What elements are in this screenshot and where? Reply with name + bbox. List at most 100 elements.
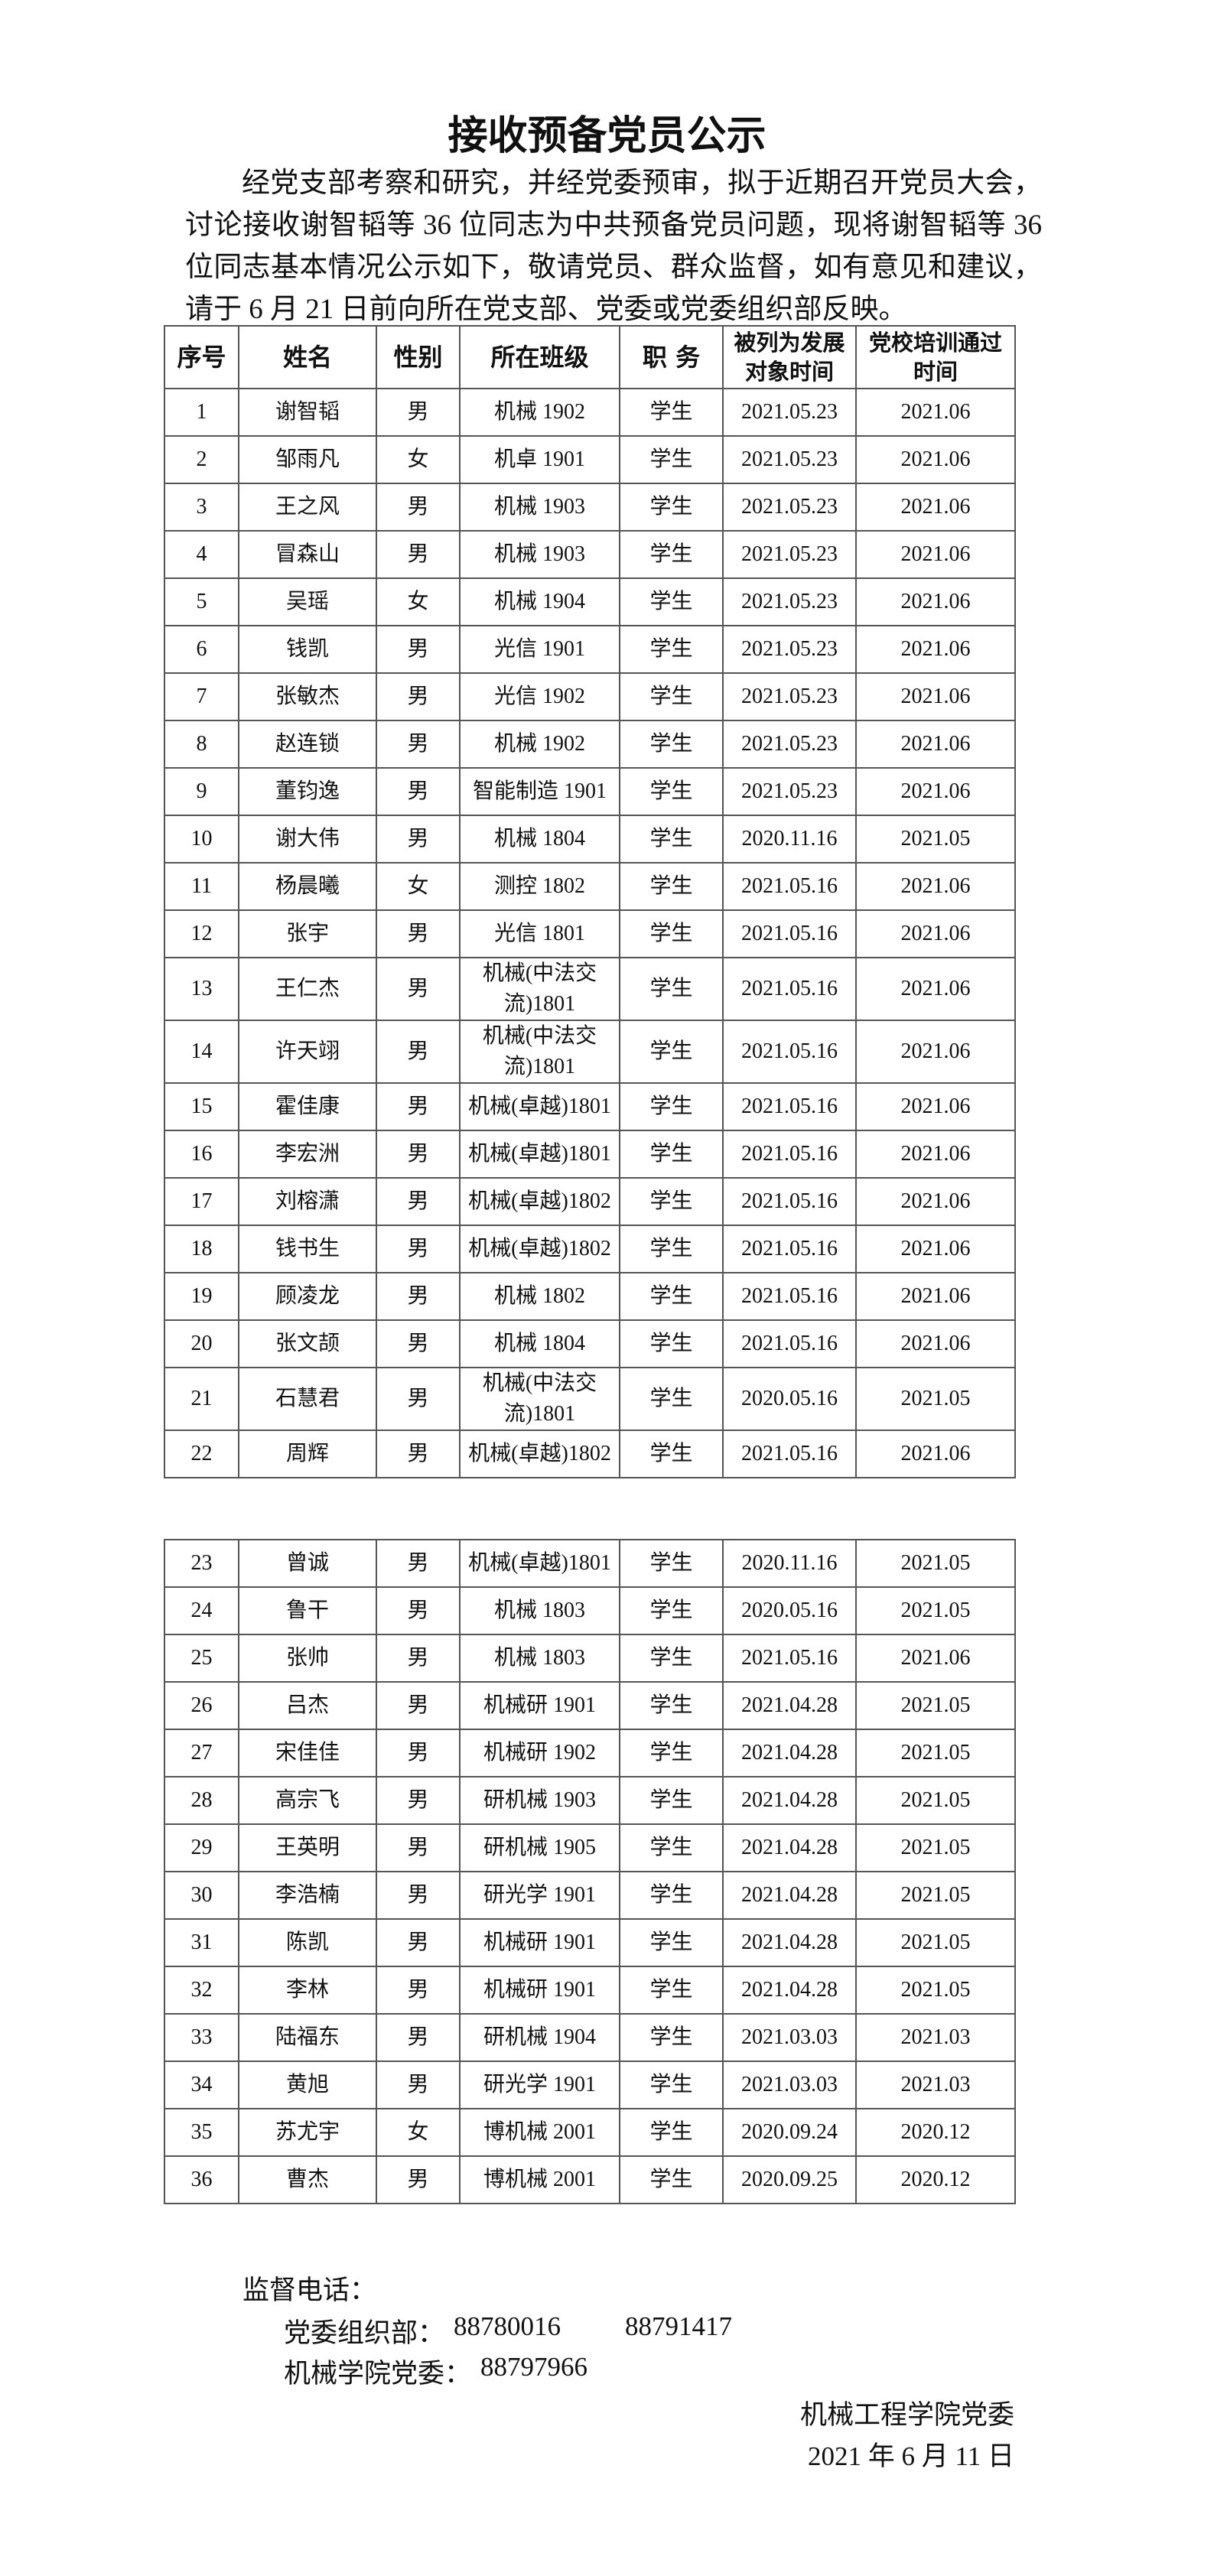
table-row: 22 周辉男机械(卓越)1802 学生 2021.05.16 2021.06: [164, 1429, 1016, 1478]
table-cell: 李浩楠: [238, 1871, 377, 1920]
table-cell: 机械 1902: [459, 720, 620, 769]
table-cell: 20: [164, 1319, 239, 1368]
table-cell: 李林: [238, 1966, 377, 2015]
table-cell: 2021.06: [855, 435, 1016, 484]
table-cell: 2021.05: [855, 1539, 1016, 1588]
table-cell: 18: [164, 1225, 239, 1273]
table-cell: 2021.05.16: [722, 1177, 857, 1226]
table-cell: 男: [376, 1634, 461, 1683]
table-cell: 2021.05.23: [722, 720, 857, 769]
table-cell: 曹杰: [238, 2155, 377, 2204]
table-cell: 男: [376, 1871, 461, 1920]
table-cell: 2021.06: [855, 767, 1016, 816]
table-cell: 2021.05: [855, 1681, 1016, 1730]
table-cell: 吕杰: [238, 1681, 377, 1730]
table-cell: 博机械 2001: [459, 2155, 620, 2204]
table-cell: 研光学 1901: [459, 2060, 620, 2109]
table-cell: 2021.03: [855, 2013, 1016, 2062]
table-cell: 机械 1803: [459, 1634, 620, 1683]
table-cell: 男: [376, 909, 461, 958]
table-cell: 2021.06: [855, 1634, 1016, 1683]
table-cell: 男: [376, 483, 461, 532]
table-row: 2 邹雨凡女机卓 1901 学生 2021.05.23 2021.06: [164, 435, 1016, 484]
table-row: 24 鲁干男机械 1803 学生 2020.05.16 2021.05: [164, 1586, 1016, 1635]
table-cell: 35: [164, 2108, 239, 2157]
table-row: 36 曹杰男博机械 2001 学生 2020.09.25 2020.12: [164, 2155, 1016, 2204]
table-cell: 研机械 1903: [459, 1776, 620, 1825]
table-cell: 2021.04.28: [722, 1729, 857, 1778]
table-row: 20 张文颉男机械 1804 学生 2021.05.16 2021.06: [164, 1319, 1016, 1368]
table-cell: 学生: [619, 2013, 724, 2062]
table-cell: 学生: [619, 1272, 724, 1321]
table-cell: 23: [164, 1539, 239, 1588]
table-cell: 机械 1804: [459, 815, 620, 864]
table-cell: 赵连锁: [238, 720, 377, 769]
table-cell: 2020.11.16: [722, 815, 857, 864]
table-cell: 36: [164, 2155, 239, 2204]
table-cell: 高宗飞: [238, 1776, 377, 1825]
table-cell: 杨晨曦: [238, 862, 377, 911]
table-cell: 2021.06: [855, 1082, 1016, 1131]
table-row: 4 冒森山男机械 1903 学生 2021.05.23 2021.06: [164, 530, 1016, 579]
table-cell: 22: [164, 1429, 239, 1478]
table-cell: 机械 1904: [459, 577, 620, 626]
table-cell: 2021.05: [855, 1367, 1016, 1431]
table-cell: 2020.09.24: [722, 2108, 857, 2157]
table-cell: 学生: [619, 1177, 724, 1226]
org-dept-label: 党委组织部：: [284, 2318, 445, 2348]
table-cell: 刘榕潇: [238, 1177, 377, 1226]
table-cell: 男: [376, 1177, 461, 1226]
header-cell: 党校培训通过时间: [855, 325, 1016, 389]
table-cell: 男: [376, 1225, 461, 1273]
table-cell: 学生: [619, 957, 724, 1021]
table-cell: 男: [376, 625, 461, 674]
table-cell: 学生: [619, 1225, 724, 1273]
table-cell: 男: [376, 1966, 461, 2015]
table-cell: 钱凯: [238, 625, 377, 674]
table-cell: 男: [376, 388, 461, 437]
table-cell: 男: [376, 2155, 461, 2204]
table-cell: 男: [376, 530, 461, 579]
table-cell: 机械(中法交流)1801: [459, 957, 620, 1021]
table-cell: 学生: [619, 1823, 724, 1872]
table-cell: 24: [164, 1586, 239, 1635]
table-cell: 研光学 1901: [459, 1871, 620, 1920]
table-cell: 机械(卓越)1802: [459, 1225, 620, 1273]
header-cell: 性别: [376, 325, 461, 389]
table-cell: 学生: [619, 1130, 724, 1179]
table-cell: 曾诚: [238, 1539, 377, 1588]
table-cell: 男: [376, 2013, 461, 2062]
table-row: 35 苏尤宇女博机械 2001 学生 2020.09.24 2020.12: [164, 2108, 1016, 2157]
table-cell: 学生: [619, 1586, 724, 1635]
table-cell: 2021.05: [855, 1586, 1016, 1635]
table-cell: 26: [164, 1681, 239, 1730]
phone: 88791417: [625, 2311, 732, 2341]
table-cell: 机械研 1901: [459, 1681, 620, 1730]
table-row: 9 董钧逸男智能制造 1901 学生 2021.05.23 2021.06: [164, 767, 1016, 816]
table-cell: 男: [376, 1729, 461, 1778]
table-cell: 2021.05.16: [722, 1225, 857, 1273]
table-cell: 16: [164, 1130, 239, 1179]
table-row: 1 谢智韬男机械 1902 学生 2021.05.23 2021.06: [164, 388, 1016, 437]
table-cell: 男: [376, 1586, 461, 1635]
table-cell: 2021.06: [855, 672, 1016, 721]
table-cell: 陆福东: [238, 2013, 377, 2062]
table-cell: 张宇: [238, 909, 377, 958]
table-cell: 8: [164, 720, 239, 769]
table-row: 7 张敏杰男光信 1902 学生 2021.05.23 2021.06: [164, 672, 1016, 721]
table-cell: 学生: [619, 909, 724, 958]
intro: 经党支部考察和研究，并经党委预审，拟于近期召开党员大会，讨论接收谢智韬等 36 …: [185, 168, 1042, 325]
table-cell: 张文颉: [238, 1319, 377, 1368]
table-cell: 学生: [619, 1729, 724, 1778]
table-cell: 学生: [619, 388, 724, 437]
table-cell: 男: [376, 1823, 461, 1872]
table-cell: 2021.05.23: [722, 435, 857, 484]
table-cell: 学生: [619, 1429, 724, 1478]
table-cell: 2021.06: [855, 1177, 1016, 1226]
table-cell: 5: [164, 577, 239, 626]
table-cell: 男: [376, 1319, 461, 1368]
table-cell: 2020.11.16: [722, 1539, 857, 1588]
table-cell: 2021.05: [855, 1918, 1016, 1967]
table-cell: 2021.06: [855, 388, 1016, 437]
table-cell: 学生: [619, 2060, 724, 2109]
